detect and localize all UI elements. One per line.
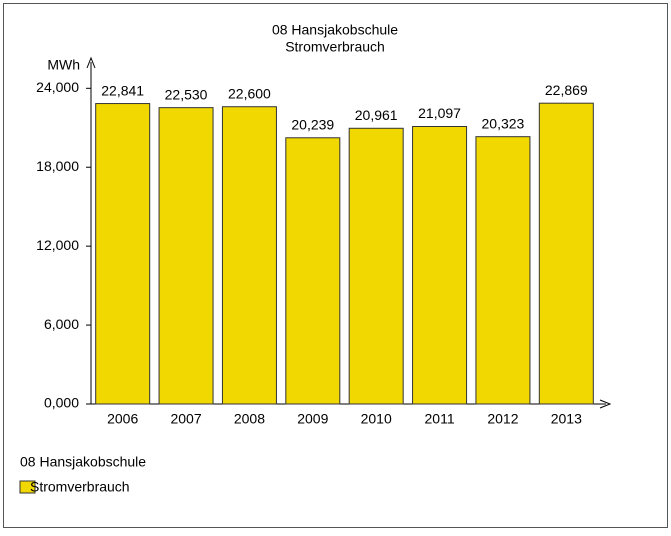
y-tick-label: 18,000: [36, 158, 79, 174]
y-tick-label: 12,000: [36, 237, 79, 253]
chart-title: 08 Hansjakobschule: [272, 22, 398, 38]
x-tick-label: 2011: [425, 411, 455, 427]
y-tick-label: 0,000: [44, 395, 79, 411]
value-label: 22,841: [101, 82, 144, 98]
bar: [412, 125, 468, 405]
value-label: 22,530: [165, 86, 208, 102]
bar: [538, 102, 594, 405]
value-label: 22,869: [545, 82, 588, 98]
x-tick-label: 2007: [170, 411, 201, 427]
value-label: 22,600: [228, 85, 271, 101]
bar: [348, 127, 404, 405]
legend-swatch: [19, 480, 36, 494]
legend-title: 08 Hansjakobschule: [20, 454, 146, 470]
bar: [285, 137, 341, 405]
bar: [221, 106, 277, 405]
bar: [475, 136, 531, 405]
legend-label: Stromverbrauch: [30, 479, 130, 495]
chart-subtitle: Stromverbrauch: [285, 39, 385, 55]
y-tick-label: 24,000: [36, 79, 79, 95]
bar: [95, 103, 151, 405]
x-tick-label: 2012: [487, 411, 518, 427]
value-label: 21,097: [418, 105, 461, 121]
x-axis-arrow: [599, 399, 612, 409]
bar: [158, 107, 214, 405]
y-axis-label: MWh: [47, 57, 80, 73]
y-axis-arrow: [86, 56, 96, 69]
x-tick-label: 2009: [297, 411, 328, 427]
x-tick-label: 2013: [551, 411, 582, 427]
x-tick-label: 2006: [107, 411, 138, 427]
y-tick-label: 6,000: [44, 316, 79, 332]
value-label: 20,239: [291, 116, 334, 132]
x-tick-label: 2008: [234, 411, 265, 427]
value-label: 20,961: [355, 107, 398, 123]
value-label: 20,323: [482, 115, 525, 131]
x-tick-label: 2010: [361, 411, 392, 427]
